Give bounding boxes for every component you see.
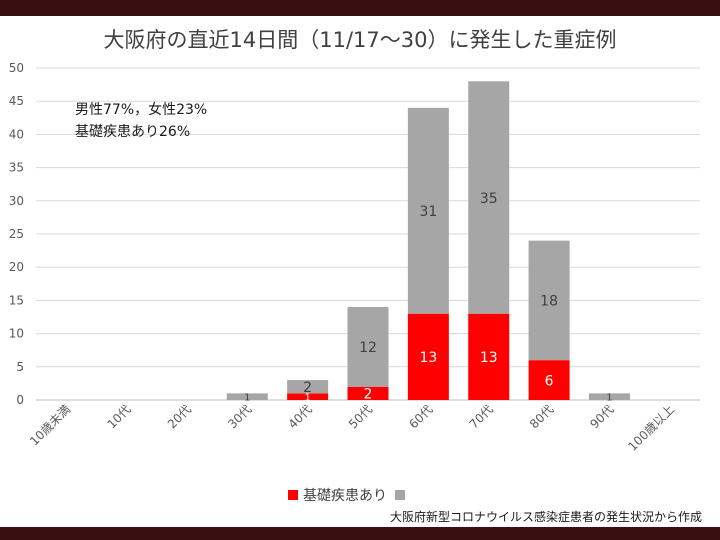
data-label: 12	[359, 340, 377, 356]
y-tick-label: 20	[9, 260, 24, 274]
data-label: 1	[244, 392, 250, 403]
data-label: 13	[419, 350, 437, 366]
source-note: 大阪府新型コロナウイルス感染症患者の発生状況から作成	[389, 510, 702, 524]
y-tick-label: 50	[9, 61, 24, 75]
bar-segment	[407, 313, 449, 400]
y-tick-label: 0	[16, 393, 24, 407]
x-tick-label: 70代	[467, 402, 496, 431]
comorbidity-ratio-note: 基礎疾患あり26%	[75, 124, 191, 140]
top-frame-band	[0, 0, 720, 16]
x-tick-label: 10代	[104, 402, 133, 431]
x-tick-label: 30代	[225, 402, 254, 431]
legend-swatch-gray	[395, 490, 405, 500]
bar-segment	[287, 393, 329, 400]
x-tick-label: 60代	[406, 402, 435, 431]
y-tick-label: 40	[9, 127, 24, 141]
bar-segment	[468, 313, 510, 400]
data-label: 1	[606, 392, 612, 403]
x-tick-label: 10歳未満	[27, 402, 73, 448]
y-tick-label: 45	[9, 94, 24, 108]
bar-segment	[347, 307, 389, 387]
chart-legend: 基礎疾患あり	[288, 486, 418, 504]
bar-segment	[287, 380, 329, 394]
x-tick-label: 100歳以上	[625, 402, 677, 454]
x-tick-label: 90代	[587, 402, 616, 431]
data-label: 2	[303, 380, 312, 396]
data-label: 31	[419, 204, 437, 220]
y-tick-label: 15	[9, 293, 24, 307]
bottom-frame-band	[0, 527, 720, 540]
legend-swatch-red	[288, 490, 298, 500]
y-tick-label: 5	[16, 360, 24, 374]
y-tick-label: 35	[9, 161, 24, 175]
x-tick-label: 20代	[165, 402, 194, 431]
bar-segment	[528, 240, 570, 361]
bar-segment	[407, 107, 449, 314]
y-tick-label: 10	[9, 327, 24, 341]
legend-label-comorbidity: 基礎疾患あり	[303, 488, 387, 504]
x-tick-label: 80代	[527, 402, 556, 431]
data-label: 13	[480, 350, 498, 366]
bar-segment	[226, 393, 268, 400]
x-tick-label: 50代	[346, 402, 375, 431]
data-label: 18	[540, 294, 558, 310]
gender-ratio-note: 男性77%，女性23%	[75, 102, 208, 118]
bar-segment	[528, 360, 570, 400]
bar-segment	[347, 386, 389, 400]
data-label: 2	[364, 387, 373, 403]
chart-title: 大阪府の直近14日間（11/17〜30）に発生した重症例	[103, 28, 617, 52]
bar-segment	[468, 81, 510, 314]
x-tick-label: 40代	[286, 402, 315, 431]
data-label: 6	[545, 373, 554, 389]
data-label: 35	[480, 191, 498, 207]
bar-segment	[588, 393, 630, 400]
y-tick-label: 25	[9, 227, 24, 241]
y-tick-label: 30	[9, 194, 24, 208]
data-label: 1	[304, 392, 310, 403]
